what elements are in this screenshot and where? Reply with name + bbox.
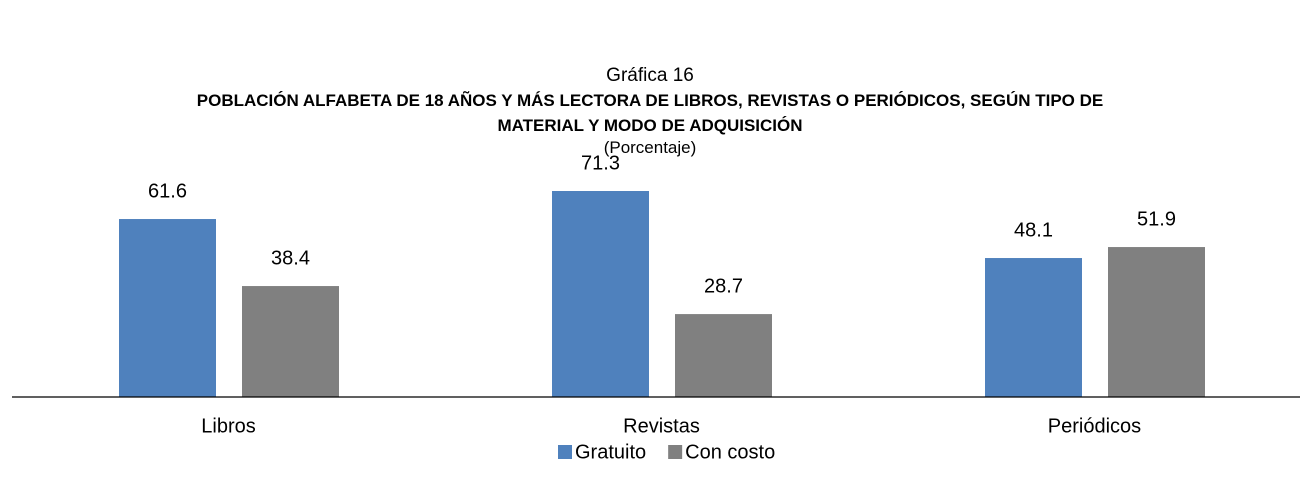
x-tick-label: Libros — [201, 415, 255, 437]
data-label: 51.9 — [1137, 208, 1176, 230]
chart-subtitle: (Porcentaje) — [603, 138, 697, 157]
bar — [675, 314, 772, 397]
data-label: 38.4 — [271, 247, 310, 269]
chart-kicker: Gráfica 16 — [606, 65, 694, 86]
bar — [242, 286, 339, 397]
header: Gráfica 16 POBLACIÓN ALFABETA DE 18 AÑOS… — [0, 64, 1300, 158]
chart-title: POBLACIÓN ALFABETA DE 18 AÑOS Y MÁS LECT… — [196, 91, 1104, 135]
data-label: 61.6 — [148, 180, 187, 202]
bar — [552, 191, 649, 397]
data-label: 71.3 — [581, 152, 620, 174]
legend-label: Con costo — [685, 441, 775, 463]
legend-swatch — [558, 445, 572, 459]
bar — [1108, 247, 1205, 397]
legend-swatch — [668, 445, 683, 459]
x-tick-label: Periódicos — [1048, 415, 1141, 437]
bar — [985, 258, 1082, 397]
data-label: 28.7 — [704, 275, 743, 297]
legend-label: Gratuito — [575, 441, 646, 463]
bar — [119, 219, 216, 397]
data-label: 48.1 — [1014, 219, 1053, 241]
x-tick-label: Revistas — [623, 415, 700, 437]
